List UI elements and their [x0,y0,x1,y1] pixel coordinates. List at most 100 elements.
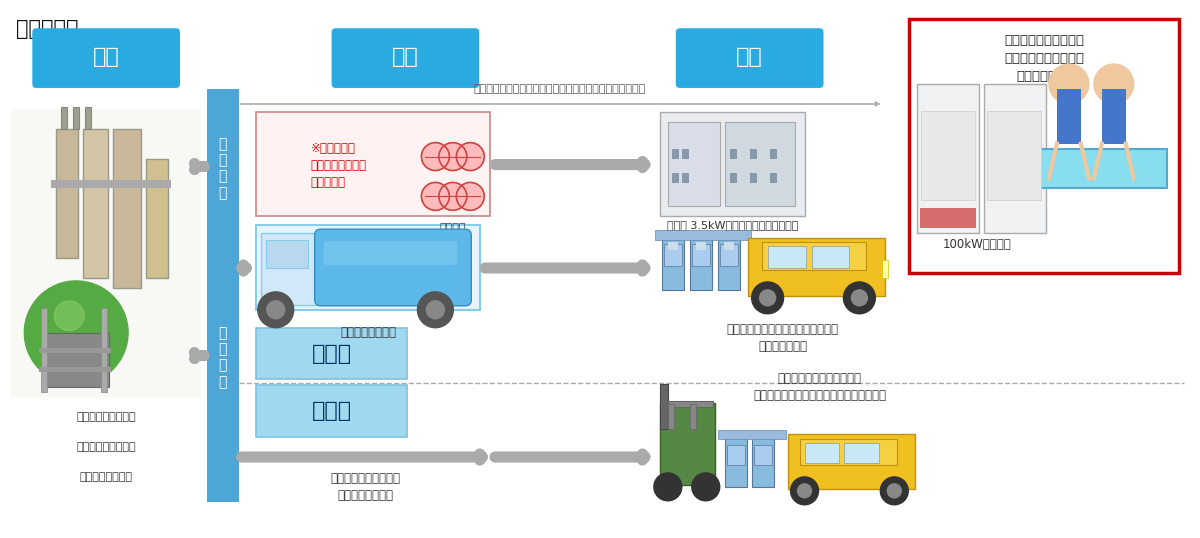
Bar [769,148,776,159]
Bar [750,148,757,159]
Circle shape [844,282,875,314]
Circle shape [691,473,720,501]
FancyBboxPatch shape [324,241,457,265]
Bar [750,173,757,183]
Bar [920,208,976,228]
Bar [1037,148,1166,188]
FancyBboxPatch shape [676,29,823,88]
Bar [724,242,733,250]
Bar [113,129,142,288]
Text: 圧
縮
水
素: 圧 縮 水 素 [218,137,227,200]
Circle shape [887,484,901,498]
Bar [672,148,679,159]
Bar [690,404,696,429]
Circle shape [852,290,868,306]
Bar [762,242,866,270]
FancyBboxPatch shape [331,29,479,88]
Bar [768,246,805,268]
Text: 液
化
水
素: 液 化 水 素 [218,326,227,389]
Bar [811,246,850,268]
Bar [265,240,307,268]
Circle shape [426,301,444,318]
Text: 周南スイミングクラブ
実証開始式：開催場所
（周南市江口）: 周南スイミングクラブ 実証開始式：開催場所 （周南市江口） [1004,34,1084,83]
Text: 苛性ソーダ工場の未: 苛性ソーダ工場の未 [77,412,136,422]
Bar [748,238,886,296]
Bar [668,242,678,250]
Bar [804,443,840,463]
Bar [696,242,706,250]
Text: 燃料電池自動車や燃料電池等で利用
（周南市鼓海）: 燃料電池自動車や燃料電池等で利用 （周南市鼓海） [726,323,839,353]
Bar [83,129,108,278]
Bar [256,225,480,310]
Bar [769,173,776,183]
Bar [1102,89,1126,144]
Bar [256,385,408,437]
Bar [718,232,739,290]
Text: イメージ図: イメージ図 [17,19,79,39]
Bar [691,244,709,266]
Circle shape [751,282,784,314]
Bar [256,328,408,379]
Bar [11,109,200,398]
Bar [101,308,107,392]
Bar [41,308,47,392]
Bar [85,107,91,129]
Circle shape [791,477,818,505]
Bar [910,19,1178,273]
Circle shape [266,301,284,318]
Bar [988,111,1040,200]
FancyBboxPatch shape [32,29,180,88]
Bar [672,173,679,183]
Bar [655,230,751,240]
Text: 輸送: 輸送 [392,47,419,67]
Text: 道の駅 3.5kW燃料電池（周南市戸田）: 道の駅 3.5kW燃料電池（周南市戸田） [667,220,798,230]
Bar [751,432,774,487]
Bar [660,385,668,429]
Bar [725,122,794,207]
Bar [662,232,684,290]
Circle shape [1049,64,1088,104]
Bar [61,107,67,129]
Bar [40,367,112,372]
Text: 利用副生水素を回収: 利用副生水素を回収 [77,442,136,452]
Text: （周南市御影町）: （周南市御影町） [79,472,133,482]
Bar [668,401,713,407]
Bar [682,148,689,159]
Text: 周南市: 周南市 [312,344,352,364]
Text: カードル: カードル [439,223,466,233]
Circle shape [418,292,454,328]
Circle shape [421,143,449,171]
Bar [922,111,976,200]
Circle shape [421,182,449,210]
Bar [664,244,682,266]
Bar [73,107,79,129]
Text: 液化水素ローリー: 液化水素ローリー [341,325,396,339]
Bar [682,173,689,183]
Text: 製造: 製造 [92,47,120,67]
Bar [730,173,737,183]
Bar [754,445,772,465]
Bar [260,233,316,305]
Bar [660,404,715,485]
Text: 100kW燃料電池: 100kW燃料電池 [943,238,1012,251]
Bar [40,348,112,352]
Circle shape [1094,64,1134,104]
Circle shape [24,281,128,385]
Bar [845,443,880,463]
Bar [146,159,168,278]
Bar [799,439,898,465]
Circle shape [54,301,84,331]
Bar [882,260,888,278]
Circle shape [456,182,485,210]
Text: 燃料電池フォークリフトや
燃料電池自動車等で利用（下関市大和町）: 燃料電池フォークリフトや 燃料電池自動車等で利用（下関市大和町） [752,372,886,402]
Circle shape [456,143,485,171]
Bar [1057,89,1081,144]
Bar [727,445,745,465]
Bar [725,432,746,487]
Bar [718,430,786,439]
Bar [660,112,804,216]
Bar [917,84,979,233]
Bar [43,332,109,387]
Text: 隣接施設（スポーツクラブ）の純水素燃料電池へ直接供給: 隣接施設（スポーツクラブ）の純水素燃料電池へ直接供給 [474,84,647,94]
Bar [730,148,737,159]
